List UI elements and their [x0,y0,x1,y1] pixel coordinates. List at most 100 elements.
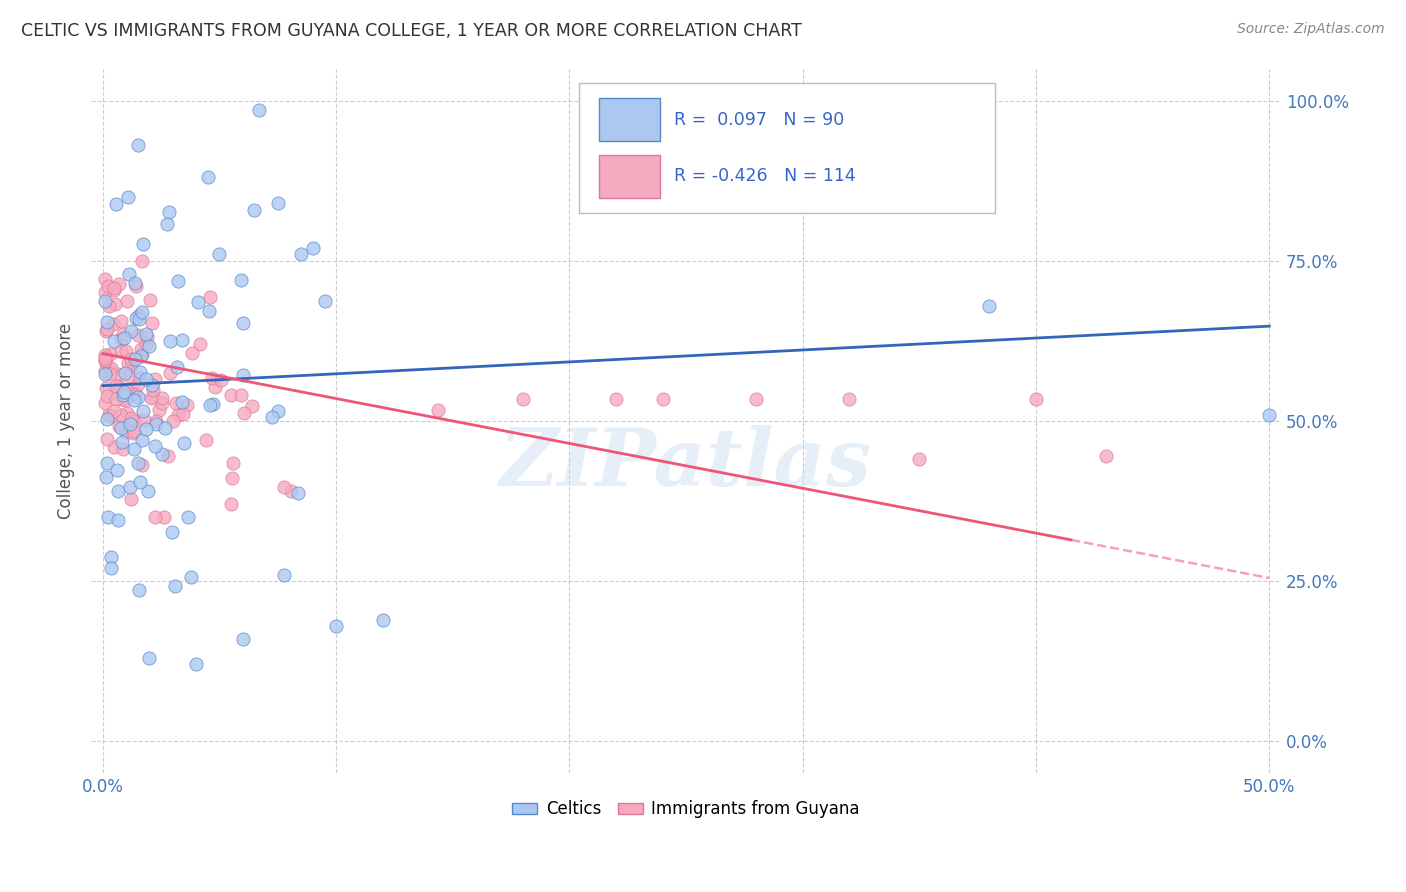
Point [107,367,129,381]
Point [141,316,163,330]
Point [94,368,117,382]
Point [131,304,153,318]
Point [232,368,254,382]
Point [105,196,128,211]
Point [129,342,152,356]
Point [219,387,242,401]
Point [101,317,124,331]
Point [94,381,117,395]
Point [222,456,245,470]
Point [141,377,163,392]
Point [115,383,138,397]
Point [103,334,125,348]
Y-axis label: College, 1 year or more: College, 1 year or more [58,323,75,519]
Point [184,657,207,672]
Point [110,344,132,359]
Point [110,332,132,346]
Point [120,359,142,374]
Point [115,406,138,420]
Point [108,419,131,434]
Point [280,483,302,498]
Point [201,397,224,411]
Point [118,368,141,383]
Point [188,337,211,351]
Point [232,316,254,330]
Point [112,331,135,345]
Point [100,360,122,375]
Point [94,396,117,410]
Point [115,293,138,308]
Point [97,510,120,524]
Point [101,409,124,423]
Point [240,399,263,413]
Point [127,327,149,342]
Point [103,283,125,297]
Point [97,362,120,376]
Point [132,237,155,252]
Point [145,414,167,428]
Point [94,364,117,378]
Point [512,392,534,406]
Point [167,409,190,423]
Point [979,299,1001,313]
Text: Source: ZipAtlas.com: Source: ZipAtlas.com [1237,22,1385,37]
Point [127,376,149,391]
Point [125,310,148,325]
Point [194,434,217,448]
Point [371,613,394,627]
Point [104,378,127,392]
Point [908,452,931,467]
Point [120,324,142,338]
Point [135,422,157,436]
FancyBboxPatch shape [579,83,995,213]
Point [173,436,195,450]
Point [114,392,136,407]
Point [110,420,132,434]
Point [139,293,162,307]
Point [247,103,270,118]
Point [197,170,219,185]
Point [131,434,153,448]
Point [605,392,627,406]
Point [208,247,231,261]
Point [131,253,153,268]
Point [170,333,193,347]
Point [107,513,129,527]
Point [124,424,146,438]
Point [94,293,117,308]
Point [273,567,295,582]
Point [135,327,157,342]
Point [128,583,150,598]
FancyBboxPatch shape [599,98,659,141]
Point [142,383,165,397]
Point [1095,449,1118,463]
Point [124,386,146,401]
Point [124,277,146,291]
Point [267,404,290,418]
Point [150,391,173,405]
Point [131,458,153,472]
Point [94,353,117,368]
Point [198,290,221,304]
Point [143,372,166,386]
Point [111,434,134,449]
Point [1258,408,1281,422]
Point [127,390,149,404]
Point [201,371,224,385]
Point [111,388,134,402]
Point [120,491,142,506]
Point [103,440,125,454]
Point [94,470,117,484]
Point [745,392,768,406]
Point [94,351,117,365]
Point [115,344,138,359]
Point [159,366,181,380]
Point [325,619,347,633]
Point [170,395,193,409]
Point [142,390,165,404]
Point [114,366,136,380]
Point [112,327,135,342]
Point [138,339,160,353]
Point [94,325,117,339]
Point [187,295,209,310]
